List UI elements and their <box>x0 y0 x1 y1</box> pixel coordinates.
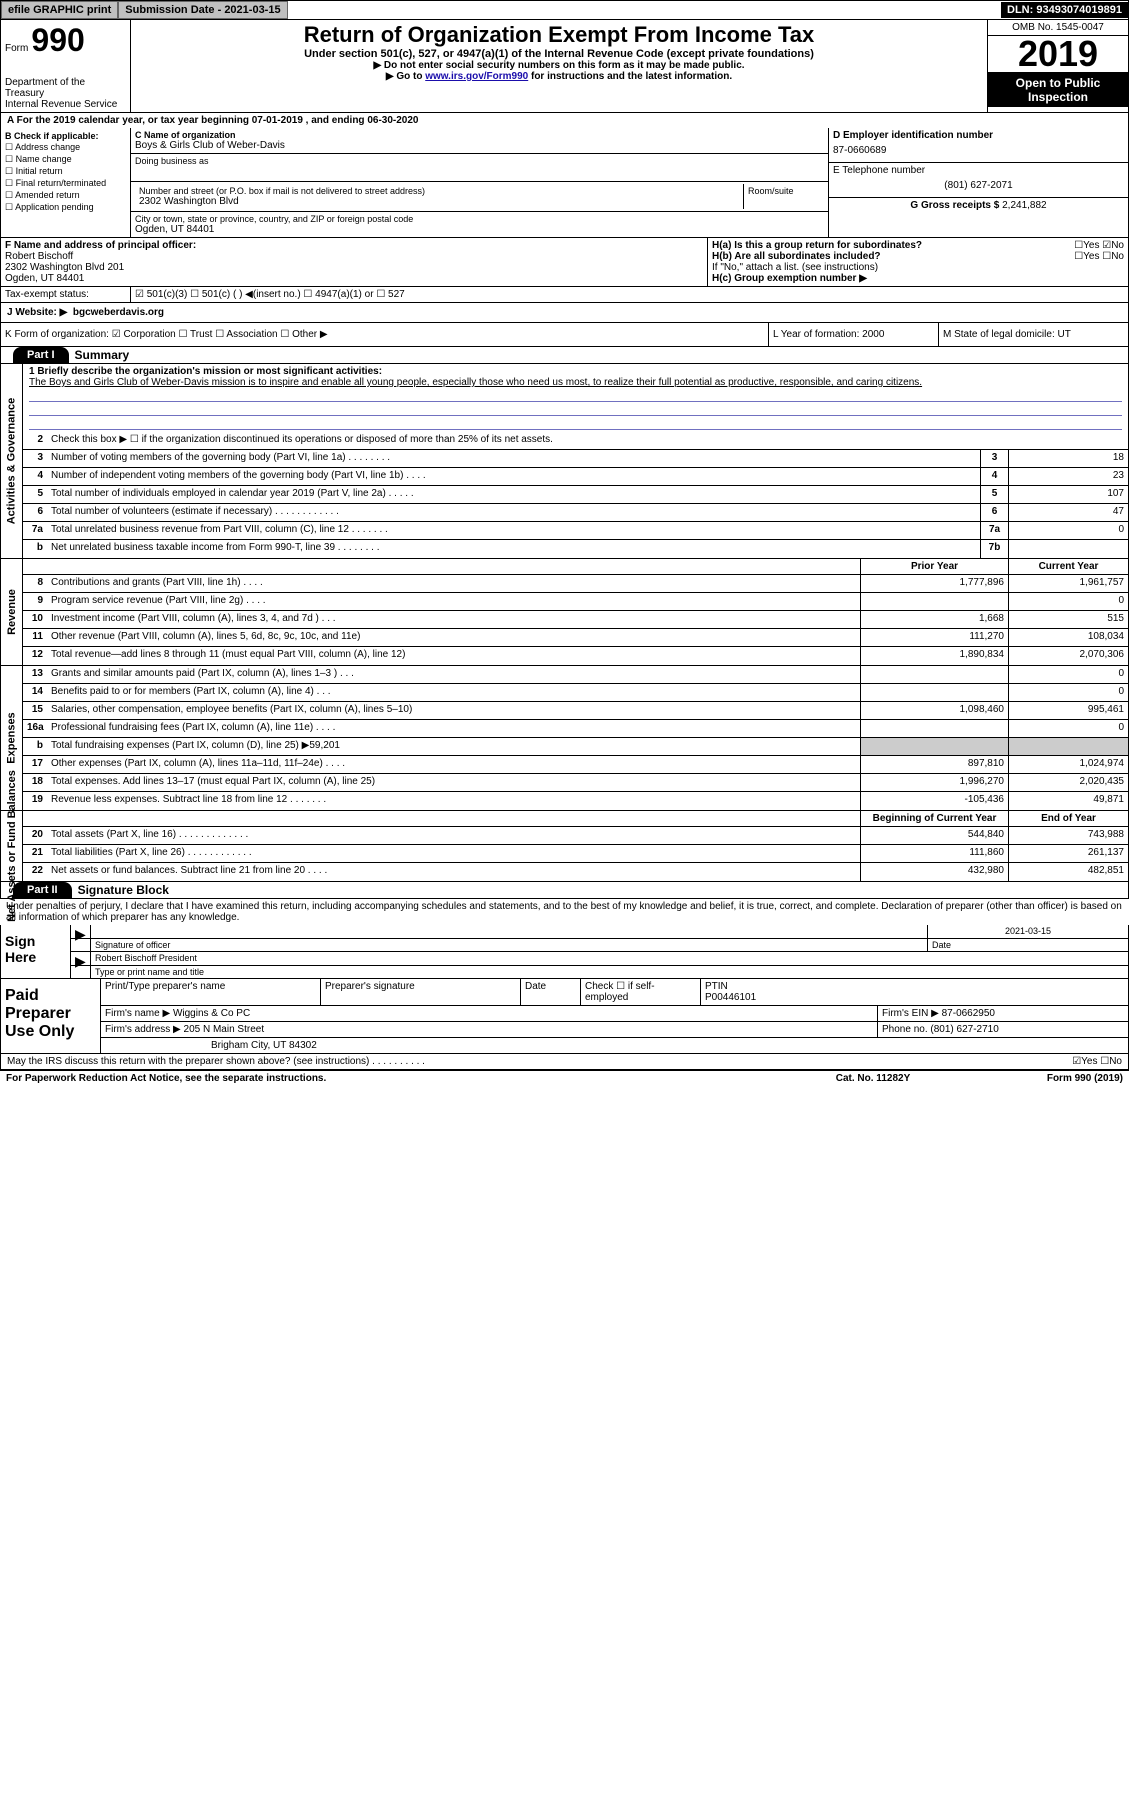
table-row: 3Number of voting members of the governi… <box>23 450 1128 468</box>
col-b: B Check if applicable: ☐ Address change … <box>1 128 131 237</box>
table-row: 19Revenue less expenses. Subtract line 1… <box>23 792 1128 810</box>
form-number: 990 <box>31 22 84 58</box>
table-row: 21Total liabilities (Part X, line 26) . … <box>23 845 1128 863</box>
table-row: 10Investment income (Part VIII, column (… <box>23 611 1128 629</box>
table-row: 7aTotal unrelated business revenue from … <box>23 522 1128 540</box>
org-city: Ogden, UT 84401 <box>135 224 824 235</box>
table-row: 4Number of independent voting members of… <box>23 468 1128 486</box>
table-row: 5Total number of individuals employed in… <box>23 486 1128 504</box>
org-street: 2302 Washington Blvd <box>139 196 739 207</box>
table-row: 22Net assets or fund balances. Subtract … <box>23 863 1128 881</box>
table-row: 17Other expenses (Part IX, column (A), l… <box>23 756 1128 774</box>
table-row: bTotal fundraising expenses (Part IX, co… <box>23 738 1128 756</box>
open-inspection: Open to Public Inspection <box>988 73 1128 107</box>
table-row: 16aProfessional fundraising fees (Part I… <box>23 720 1128 738</box>
col-c: C Name of organization Boys & Girls Club… <box>131 128 828 237</box>
mission-text: The Boys and Girls Club of Weber-Davis m… <box>29 377 1122 388</box>
side-revenue: Revenue <box>6 589 18 635</box>
part1-title: Summary <box>69 348 130 362</box>
table-row: 6Total number of volunteers (estimate if… <box>23 504 1128 522</box>
note1: ▶ Do not enter social security numbers o… <box>137 60 981 71</box>
section-klm: K Form of organization: ☑ Corporation ☐ … <box>0 323 1129 347</box>
part2-bar: Part II Signature Block <box>0 882 1129 899</box>
ptin: P00446101 <box>705 992 756 1003</box>
irs-link[interactable]: www.irs.gov/Form990 <box>425 71 528 82</box>
netassets-table: Net Assets or Fund Balances Beginning of… <box>0 811 1129 882</box>
table-row: 20Total assets (Part X, line 16) . . . .… <box>23 827 1128 845</box>
part2-header: Part II <box>13 882 72 898</box>
table-row: 9Program service revenue (Part VIII, lin… <box>23 593 1128 611</box>
dept-label: Department of the Treasury Internal Reve… <box>5 77 126 110</box>
efile-btn[interactable]: efile GRAPHIC print <box>1 1 118 19</box>
tax-status: Tax-exempt status: ☑ 501(c)(3) ☐ 501(c) … <box>0 287 1129 303</box>
table-row: 14Benefits paid to or for members (Part … <box>23 684 1128 702</box>
activities-table: Activities & Governance 1 Briefly descri… <box>0 364 1129 559</box>
side-expenses: Expenses <box>6 712 18 763</box>
form-word: Form <box>5 43 28 54</box>
page-footer: For Paperwork Reduction Act Notice, see … <box>0 1070 1129 1086</box>
table-row: 18Total expenses. Add lines 13–17 (must … <box>23 774 1128 792</box>
tax-year: 2019 <box>988 36 1128 73</box>
firm-name: Wiggins & Co PC <box>173 1008 250 1019</box>
form-title: Return of Organization Exempt From Incom… <box>137 22 981 48</box>
col-d: D Employer identification number 87-0660… <box>828 128 1128 237</box>
revenue-table: Revenue Prior YearCurrent Year 8Contribu… <box>0 559 1129 666</box>
form-header: Form 990 Department of the Treasury Inte… <box>0 20 1129 113</box>
website-row: J Website: ▶ bgcweberdavis.org <box>0 303 1129 323</box>
line-a: A For the 2019 calendar year, or tax yea… <box>0 113 1129 128</box>
top-bar: efile GRAPHIC print Submission Date - 20… <box>0 0 1129 20</box>
dln: DLN: 93493074019891 <box>1001 2 1128 18</box>
table-row: 11Other revenue (Part VIII, column (A), … <box>23 629 1128 647</box>
officer-name: Robert Bischoff <box>5 251 703 262</box>
website-value: bgcweberdavis.org <box>73 307 164 318</box>
sign-here-block: Sign Here ▶2021-03-15 Signature of offic… <box>0 925 1129 979</box>
note2: ▶ Go to www.irs.gov/Form990 for instruct… <box>137 71 981 82</box>
discuss-row: May the IRS discuss this return with the… <box>0 1054 1129 1070</box>
sig-declaration: Under penalties of perjury, I declare th… <box>0 899 1129 925</box>
section-bcd: B Check if applicable: ☐ Address change … <box>0 128 1129 238</box>
org-name: Boys & Girls Club of Weber-Davis <box>135 140 824 151</box>
ein: 87-0660689 <box>833 141 1124 160</box>
part1-header: Part I <box>13 347 69 363</box>
table-row: 8Contributions and grants (Part VIII, li… <box>23 575 1128 593</box>
subdate-btn[interactable]: Submission Date - 2021-03-15 <box>118 1 287 19</box>
gross-receipts: 2,241,882 <box>1002 200 1047 211</box>
side-netassets: Net Assets or Fund Balances <box>6 770 18 922</box>
form-subtitle: Under section 501(c), 527, or 4947(a)(1)… <box>137 48 981 60</box>
table-row: bNet unrelated business taxable income f… <box>23 540 1128 558</box>
part2-title: Signature Block <box>72 883 169 897</box>
table-row: 12Total revenue—add lines 8 through 11 (… <box>23 647 1128 665</box>
section-fh: F Name and address of principal officer:… <box>0 238 1129 287</box>
table-row: 13Grants and similar amounts paid (Part … <box>23 666 1128 684</box>
expenses-table: Expenses 13Grants and similar amounts pa… <box>0 666 1129 811</box>
part1-bar: Part I Summary <box>0 347 1129 364</box>
preparer-block: Paid Preparer Use Only Print/Type prepar… <box>0 979 1129 1054</box>
side-activities: Activities & Governance <box>6 398 18 525</box>
prep-phone: (801) 627-2710 <box>930 1024 998 1035</box>
table-row: 15Salaries, other compensation, employee… <box>23 702 1128 720</box>
telephone: (801) 627-2071 <box>833 176 1124 195</box>
firm-ein: 87-0662950 <box>942 1008 995 1019</box>
